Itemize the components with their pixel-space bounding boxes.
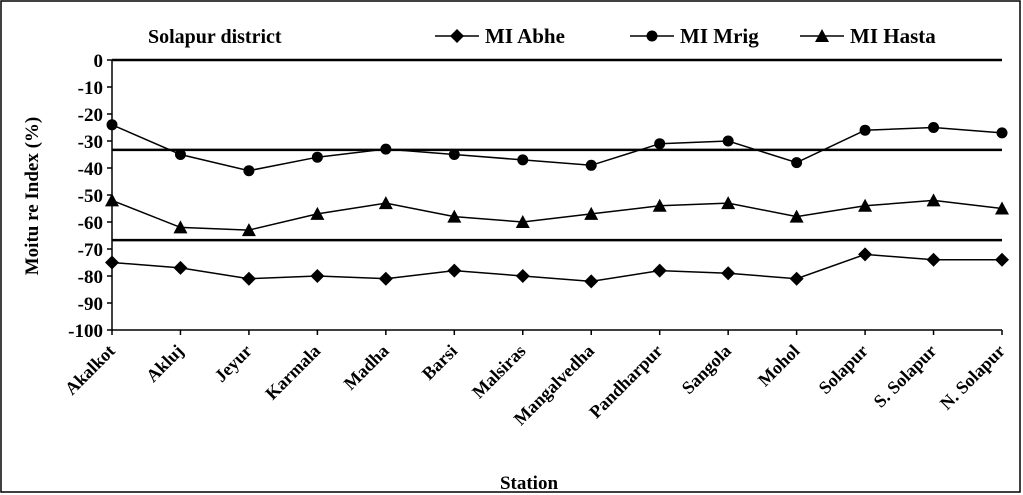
series-layer [105, 119, 1009, 289]
data-point-mi-mrig [928, 122, 940, 133]
data-point-mi-mrig [106, 119, 118, 131]
data-point-mi-abhe [173, 260, 188, 275]
data-point-mi-mrig [722, 135, 734, 147]
data-point-mi-hasta [173, 220, 188, 234]
data-point-mi-abhe [378, 271, 393, 286]
data-point-mi-abhe [995, 252, 1009, 267]
data-point-mi-abhe [584, 274, 599, 289]
x-axis-title: Station [500, 473, 559, 494]
data-point-mi-hasta [721, 196, 736, 210]
y-tick-label: -90 [78, 294, 103, 315]
reference-lines [112, 58, 1002, 242]
y-tick-label: -100 [68, 321, 103, 342]
legend-item-mi-mrig: MI Mrig [630, 24, 759, 48]
data-point-mi-abhe [926, 252, 941, 267]
legend-marker-mi-mrig [646, 30, 658, 42]
data-point-mi-mrig [791, 157, 803, 169]
series-line-mi-hasta [111, 199, 1003, 231]
data-point-mi-mrig [654, 138, 666, 150]
legend-label: MI Hasta [850, 24, 936, 48]
data-point-mi-hasta [241, 223, 256, 237]
data-point-mi-abhe [858, 247, 873, 262]
y-tick-label: 0 [94, 51, 104, 72]
data-point-mi-abhe [105, 255, 119, 270]
y-tick-label: -60 [78, 213, 103, 234]
legend: MI Abhe MI Mrig MI Hasta [435, 24, 936, 48]
data-point-mi-hasta [789, 209, 804, 223]
data-point-mi-hasta [995, 201, 1009, 215]
legend-marker-mi-abhe [450, 29, 464, 43]
data-point-mi-abhe [721, 266, 736, 281]
data-point-mi-abhe [789, 271, 804, 286]
legend-marker-mi-hasta [815, 29, 829, 42]
data-point-mi-abhe [515, 269, 530, 283]
data-point-mi-mrig [517, 154, 529, 166]
y-tick-label: -70 [78, 240, 103, 261]
y-axis-title: Moitu re Index (%) [22, 117, 43, 276]
series-mi-hasta [105, 193, 1009, 237]
legend-item-mi-abhe: MI Abhe [435, 24, 565, 48]
data-point-mi-abhe [310, 269, 325, 283]
data-point-mi-hasta [515, 215, 530, 228]
data-point-mi-abhe [241, 271, 256, 286]
y-tick-label: -80 [78, 267, 103, 288]
data-point-mi-mrig [174, 149, 186, 160]
data-point-mi-hasta [858, 198, 873, 212]
chart-title: Solapur district [148, 26, 282, 48]
y-tick-label: -10 [78, 78, 103, 99]
data-point-mi-hasta [310, 206, 325, 220]
series-mi-mrig [106, 119, 1008, 177]
data-point-mi-mrig [311, 151, 323, 163]
data-point-mi-hasta [584, 206, 599, 220]
data-point-mi-hasta [447, 209, 462, 223]
data-point-mi-hasta [378, 196, 393, 210]
data-point-mi-hasta [105, 193, 119, 207]
y-tick-label: -40 [78, 159, 103, 180]
y-tick-label: -30 [78, 132, 103, 153]
data-point-mi-mrig [448, 149, 460, 160]
legend-item-mi-hasta: MI Hasta [800, 24, 936, 48]
data-point-mi-abhe [652, 263, 667, 278]
legend-label: MI Mrig [680, 24, 759, 48]
y-tick-label: -50 [78, 186, 103, 207]
data-point-mi-hasta [652, 198, 667, 212]
y-tick-label: -20 [78, 105, 103, 126]
data-point-mi-mrig [380, 143, 392, 155]
series-line-mi-mrig [111, 124, 1003, 172]
data-point-mi-mrig [996, 127, 1008, 139]
data-point-mi-mrig [243, 165, 255, 177]
series-line-mi-abhe [111, 253, 1002, 283]
data-point-mi-abhe [447, 263, 462, 278]
data-point-mi-mrig [859, 124, 871, 136]
legend-label: MI Abhe [485, 24, 565, 48]
data-point-mi-mrig [585, 159, 597, 171]
data-point-mi-hasta [926, 193, 941, 207]
series-mi-abhe [105, 247, 1009, 289]
